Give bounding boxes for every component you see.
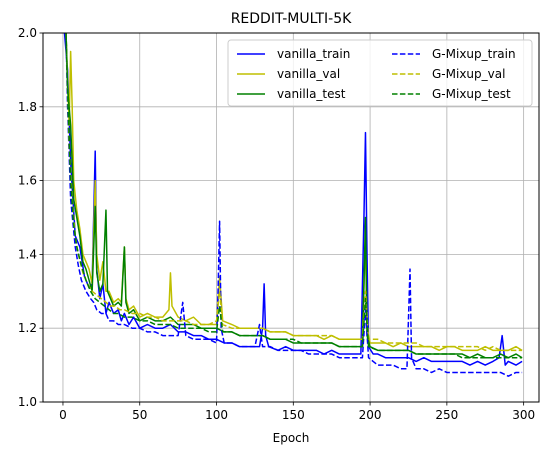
series-line-G-Mixup_val <box>65 33 523 352</box>
x-tick-label: 200 <box>359 408 382 422</box>
series-layer <box>63 33 523 377</box>
x-tick-label: 250 <box>435 408 458 422</box>
x-tick-label: 0 <box>59 408 67 422</box>
y-tick-label: 1.2 <box>18 321 37 335</box>
series-line-vanilla_train <box>63 33 523 366</box>
x-tick-label: 100 <box>205 408 228 422</box>
plot-frame <box>42 32 540 403</box>
legend: vanilla_train vanilla_val vanilla_test G-Mi… <box>227 39 533 107</box>
y-tick-label: 1.0 <box>18 395 37 409</box>
legend-label-vanilla_test: vanilla_test <box>277 87 346 101</box>
x-tick-label: 150 <box>282 408 305 422</box>
axis-ticks: 0 50 100 150 200 250 300 1.0 1.2 1.4 1.6 1.8 2.0 <box>18 26 535 422</box>
y-tick-label: 2.0 <box>18 26 37 40</box>
legend-label-G-Mixup_train: G-Mixup_train <box>432 47 516 61</box>
y-tick-label: 1.8 <box>18 100 37 114</box>
x-tick-label: 300 <box>512 408 535 422</box>
chart-title: REDDIT-MULTI-5K <box>231 11 352 27</box>
x-tick-label: 50 <box>132 408 147 422</box>
series-line-G-Mixup_test <box>65 33 523 359</box>
legend-box <box>227 39 533 107</box>
y-tick-label: 1.4 <box>18 247 37 261</box>
series-line-G-Mixup_train <box>65 33 523 377</box>
legend-label-vanilla_train: vanilla_train <box>277 47 350 61</box>
x-axis-label: Epoch <box>273 431 310 445</box>
legend-label-G-Mixup_val: G-Mixup_val <box>432 67 505 81</box>
legend-label-vanilla_val: vanilla_val <box>277 67 340 81</box>
y-tick-label: 1.6 <box>18 174 37 188</box>
legend-label-G-Mixup_test: G-Mixup_test <box>432 87 511 101</box>
